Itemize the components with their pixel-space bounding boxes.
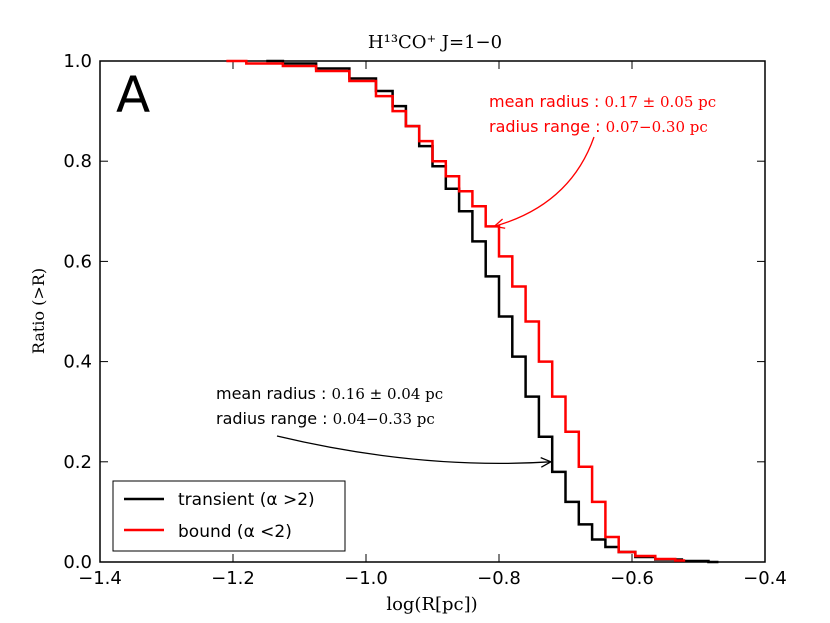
panel-label: A: [116, 66, 150, 124]
annotation-bound-arrow: [494, 136, 595, 227]
y-tick-label: 1.0: [63, 51, 92, 72]
annotation-bound: mean radius : 0.17 ± 0.05 pc radius rang…: [489, 92, 716, 229]
y-tick-label: 0.6: [63, 251, 92, 272]
annotation-transient-line2: radius range : 0.04−0.33 pc: [216, 409, 435, 428]
annotation-bound-mean-label: mean radius :: [489, 92, 604, 111]
annotation-transient-range-value: 0.04−0.33 pc: [333, 410, 435, 428]
annotation-bound-range-label: radius range :: [489, 117, 606, 136]
y-tick-label: 0.0: [63, 552, 92, 573]
x-tick-label: −0.4: [743, 568, 787, 589]
y-axis-ticks: 0.0 0.2 0.4 0.6 0.8 1.0: [63, 51, 765, 573]
legend: transient (α >2) bound (α <2): [112, 480, 346, 552]
annotation-bound-mean-value: 0.17 ± 0.05 pc: [604, 93, 716, 111]
legend-box: [112, 480, 346, 552]
annotation-bound-line2: radius range : 0.07−0.30 pc: [489, 117, 708, 136]
x-tick-label: −1.2: [211, 568, 255, 589]
annotation-transient-mean-label: mean radius :: [216, 384, 331, 403]
series-line-bound: [226, 59, 686, 562]
legend-label-transient: transient (α >2): [178, 490, 315, 510]
x-tick-label: −0.8: [477, 568, 521, 589]
y-axis-label: Ratio (>R): [29, 268, 48, 354]
x-tick-label: −0.6: [610, 568, 654, 589]
x-tick-label: −1.0: [344, 568, 388, 589]
annotation-bound-range-value: 0.07−0.30 pc: [606, 118, 708, 136]
y-tick-label: 0.2: [63, 452, 92, 473]
legend-label-bound: bound (α <2): [178, 522, 292, 542]
x-tick-label: −1.4: [78, 568, 122, 589]
annotation-transient-line1: mean radius : 0.16 ± 0.04 pc: [216, 384, 443, 403]
x-axis-ticks: −1.4 −1.2 −1.0 −0.8 −0.6 −0.4: [78, 61, 787, 589]
chart-title: H¹³CO⁺ J=1−0: [368, 32, 502, 53]
annotation-transient-mean-value: 0.16 ± 0.04 pc: [331, 385, 443, 403]
y-tick-label: 0.8: [63, 151, 92, 172]
x-axis-label: log(R[pc]): [386, 594, 477, 615]
annotation-transient-arrow: [276, 435, 551, 465]
annotation-bound-line1: mean radius : 0.17 ± 0.05 pc: [489, 92, 716, 111]
annotation-bound-arrowhead: [492, 218, 506, 229]
y-tick-label: 0.4: [63, 352, 92, 373]
series-layer: [226, 59, 719, 564]
plot-area-frame: [99, 60, 766, 563]
annotation-transient-arrowhead: [540, 457, 553, 468]
annotation-transient: mean radius : 0.16 ± 0.04 pc radius rang…: [216, 384, 553, 468]
annotation-transient-range-label: radius range :: [216, 409, 333, 428]
